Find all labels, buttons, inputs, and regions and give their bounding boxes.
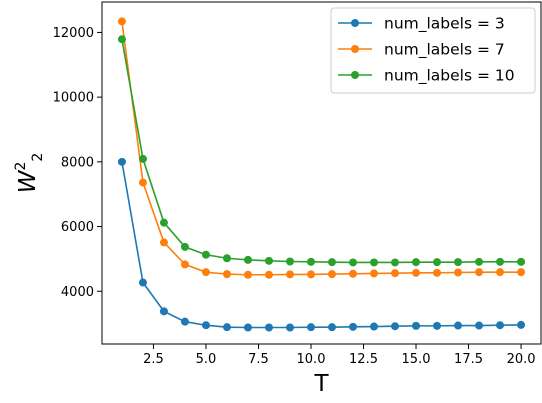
data-point [391, 258, 400, 267]
data-point [117, 157, 126, 166]
data-point [285, 257, 294, 266]
data-point [349, 269, 358, 278]
legend-marker [351, 19, 359, 27]
y-tick-label: 8000 [61, 155, 94, 170]
data-point [306, 257, 315, 266]
data-point [117, 35, 126, 44]
data-point [454, 258, 463, 267]
data-point [496, 321, 505, 330]
data-point [391, 322, 400, 331]
data-point [243, 255, 252, 264]
data-point [117, 17, 126, 26]
data-point [138, 278, 147, 287]
data-point [412, 321, 421, 330]
data-point [222, 323, 231, 332]
y-axis-title-subscript: 2 [30, 153, 46, 162]
y-axis-title-superscript: 2 [13, 162, 29, 171]
data-point [328, 270, 337, 279]
data-point [454, 268, 463, 277]
data-point [138, 154, 147, 163]
data-point [201, 268, 210, 277]
legend-entry: num_labels = 3 [338, 15, 505, 34]
legend-box [330, 7, 536, 94]
series-layer [117, 17, 526, 332]
y-axis-ticks: 4000 6000 8000 10000 12000 [53, 26, 102, 300]
data-point [454, 321, 463, 330]
data-point [264, 256, 273, 265]
data-point [370, 269, 379, 278]
legend-label: num_labels = 7 [384, 41, 505, 60]
legend-entry: num_labels = 7 [338, 41, 505, 60]
data-point [349, 322, 358, 331]
x-tick-label: 12.5 [349, 352, 378, 367]
x-axis-title: T [313, 371, 329, 397]
y-axis-title: W22 [13, 153, 46, 194]
y-tick-label: 4000 [61, 285, 94, 300]
data-point [243, 270, 252, 279]
legend-label: num_labels = 3 [384, 15, 505, 34]
data-point [433, 268, 442, 277]
data-point [180, 317, 189, 326]
data-point [201, 250, 210, 259]
data-point [222, 270, 231, 279]
data-point [517, 320, 526, 329]
data-point [328, 323, 337, 332]
data-point [180, 242, 189, 251]
data-point [349, 258, 358, 267]
legend-entry: num_labels = 10 [338, 67, 515, 86]
data-point [138, 178, 147, 187]
data-point [180, 260, 189, 269]
y-tick-label: 12000 [53, 26, 94, 41]
x-tick-label: 20.0 [507, 352, 536, 367]
data-point [475, 257, 484, 266]
data-point [370, 322, 379, 331]
data-point [475, 321, 484, 330]
data-point [264, 270, 273, 279]
y-tick-label: 6000 [61, 220, 94, 235]
legend: num_labels = 3 num_labels = 7 num_labels =… [330, 7, 536, 94]
data-point [433, 258, 442, 267]
x-tick-label: 7.5 [248, 352, 269, 367]
legend-marker [351, 71, 359, 79]
x-tick-label: 15.0 [402, 352, 431, 367]
x-tick-label: 2.5 [143, 352, 164, 367]
data-point [496, 268, 505, 277]
plot-frame [101, 1, 542, 345]
data-point [159, 218, 168, 227]
y-axis-title-base: W [15, 169, 41, 193]
data-point [433, 321, 442, 330]
data-point [391, 269, 400, 278]
data-point [517, 268, 526, 277]
data-point [201, 321, 210, 330]
data-point [159, 238, 168, 247]
data-point [159, 307, 168, 316]
y-tick-label: 10000 [53, 91, 94, 106]
x-axis-ticks: 2.5 5.0 7.5 10.0 12.5 15.0 17.5 20.0 [143, 344, 536, 367]
data-point [412, 258, 421, 267]
legend-marker [351, 45, 359, 53]
data-point [412, 268, 421, 277]
data-point [264, 323, 273, 332]
x-tick-label: 17.5 [454, 352, 483, 367]
data-point [222, 254, 231, 263]
legend-label: num_labels = 10 [384, 67, 515, 86]
data-point [370, 258, 379, 267]
data-point [306, 270, 315, 279]
x-tick-label: 10.0 [297, 352, 326, 367]
svg-text:W22: W22 [13, 153, 46, 194]
data-point [496, 257, 505, 266]
data-point [306, 323, 315, 332]
data-point [243, 323, 252, 332]
x-tick-label: 5.0 [196, 352, 217, 367]
data-point [475, 268, 484, 277]
data-point [517, 257, 526, 266]
data-point [285, 270, 294, 279]
data-point [285, 323, 294, 332]
data-point [328, 258, 337, 267]
